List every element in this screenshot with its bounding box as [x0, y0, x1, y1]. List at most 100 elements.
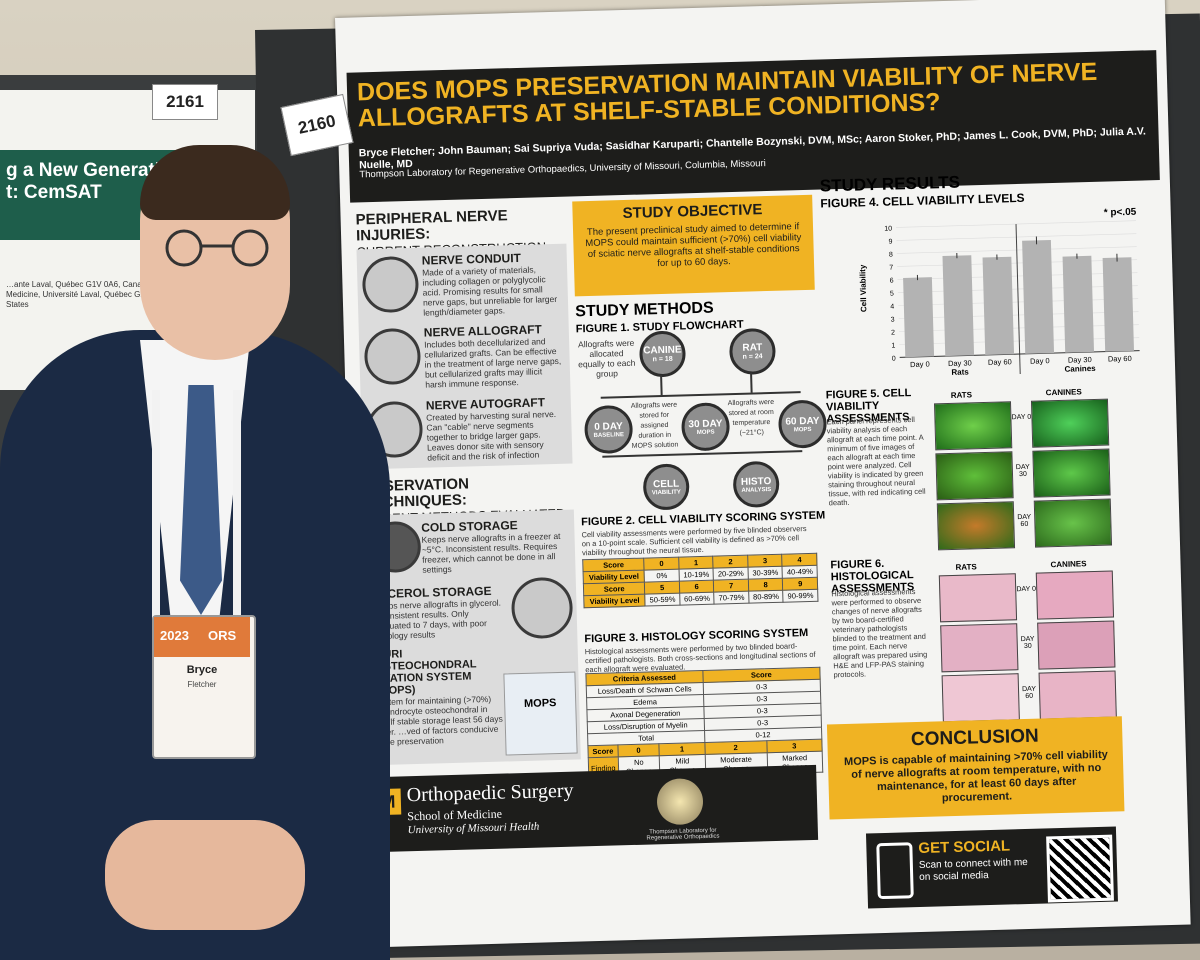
temperature-note: Allografts were stored at room temperatu… [727, 398, 775, 437]
y-tick-label: 6 [890, 278, 894, 285]
y-tick-label: 1 [891, 342, 895, 349]
figure5-text: Each panel represents cell viability ana… [826, 414, 926, 508]
badge-last-name: Fletcher [187, 680, 217, 689]
nerve-autograft-item: NERVE AUTOGRAFT Created by harvesting su… [425, 395, 557, 463]
glasses-icon [165, 229, 269, 267]
mops-container: MOPS [503, 671, 578, 756]
histology-rat-day60 [941, 673, 1020, 723]
nerve-conduit-item: NERVE CONDUIT Made of a variety of mater… [421, 250, 558, 318]
chart-grid [896, 220, 1140, 375]
mops-item: OURI OSTEOCHONDRAL RVATION SYSTEM (MOPS)… [374, 648, 503, 748]
figure2-text: Cell viability assessments were performe… [581, 524, 807, 558]
flow-connector [660, 375, 663, 396]
x-tick-label: Day 60 [1108, 354, 1132, 364]
figure6-text: Histological assessments were performed … [831, 587, 928, 680]
cell-viability-chart: 0 1 2 3 4 5 6 7 8 9 10 Day 0 Day 30 Day 60 Day 0 Day 30… [858, 207, 1140, 377]
left-poster-authors: …ante Laval, Québec G1V 0A6, Canada; olo… [6, 280, 242, 309]
histology-score-table: Criteria Assessed Score Loss/Death of Sc… [585, 667, 823, 780]
day-label: DAY 0 [1016, 585, 1037, 594]
y-tick-label: 8 [889, 252, 893, 259]
phone-icon [876, 842, 914, 900]
chart-bar [942, 255, 975, 357]
day-label: DAY 30 [1020, 635, 1035, 651]
rats-label: RATS [955, 562, 977, 572]
lanyard [152, 390, 160, 630]
badge-first-name: Bryce [186, 664, 218, 676]
stored-note: Allografts were stored for assigned dura… [630, 401, 679, 450]
glycerol-storage-item: LYCEROL STORAGE Keeps nerve allografts i… [372, 583, 502, 642]
chart-bar [982, 256, 1015, 355]
get-social-title: GET SOCIAL [918, 837, 1011, 858]
chart-bar [1102, 257, 1135, 352]
get-social-text: Scan to connect with me on social media [918, 856, 1028, 884]
presenter-hair [140, 145, 290, 220]
histo-analysis-node: HISTO ANALYSIS [732, 460, 780, 509]
micrograph-canine-day60 [1033, 498, 1113, 548]
cold-storage-item: COLD STORAGE Keeps nerve allografts in a… [421, 518, 561, 575]
micrograph-rat-day60 [936, 501, 1016, 551]
chart-labels: 0 1 2 3 4 5 6 7 8 9 10 Day 0 Day 30 Day 60 Day 0 Day 30… [884, 226, 1132, 377]
y-tick-label: 5 [890, 291, 894, 298]
x-tick-label: Day 30 [948, 358, 972, 368]
group-separator [1015, 224, 1021, 375]
rats-label: RATS [950, 390, 973, 400]
day-label: DAY 60 [1021, 685, 1037, 700]
y-tick-label: 7 [889, 265, 893, 272]
methods-title: STUDY METHODS [575, 299, 714, 321]
conclusion-text: MOPS is capable of maintaining >70% cell… [843, 748, 1108, 805]
histology-rat-day30 [940, 623, 1019, 673]
day-label: DAY 60 [1017, 513, 1032, 529]
chart-bar [1022, 239, 1055, 354]
y-tick-label: 10 [884, 226, 892, 233]
badge-org: ORS [208, 628, 237, 643]
significance-note: * p<.05 [1104, 207, 1137, 219]
y-tick-label: 4 [890, 303, 894, 310]
x-tick-label: Day 0 [1030, 356, 1050, 366]
objective-text: The present preclinical study aimed to d… [585, 221, 802, 270]
y-tick-label: 2 [891, 329, 895, 336]
badge-header [154, 617, 250, 657]
lanyard [233, 390, 241, 630]
footer-lab: Thompson Laboratory for Regenerative Ort… [646, 827, 720, 842]
chart-bar [903, 277, 935, 358]
histology-canine-day30 [1037, 620, 1116, 670]
x-tick-label: Day 60 [988, 357, 1012, 367]
rat-node: RAT n = 24 [728, 327, 777, 376]
histology-rat-day0 [938, 573, 1018, 623]
histology-canine-day60 [1038, 670, 1117, 720]
presenter-tie [180, 385, 222, 615]
micrograph-canine-day30 [1032, 448, 1111, 498]
chart-bar [1062, 255, 1095, 353]
day30-node: 30 DAY MOPS [680, 402, 731, 452]
micrograph-rat-day0 [933, 401, 1013, 451]
canine-node: CANINE n = 18 [638, 330, 687, 378]
research-poster: DOES MOPS PRESERVATION MAINTAIN VIABILIT… [335, 0, 1191, 948]
y-tick-label: 0 [892, 355, 896, 362]
viability-score-table: Score 0 1 2 3 4 Viability Level 0% 10-19… [582, 553, 818, 609]
day-label: DAY 0 [1011, 413, 1032, 422]
badge-year: 2023 [160, 628, 189, 643]
day60-node: 60 DAY MOPS [777, 399, 828, 449]
group-label: Canines [1064, 364, 1096, 374]
day-label: DAY 30 [1015, 463, 1030, 479]
left-poster-number-tag: 2161 [152, 84, 218, 120]
canines-label: CANINES [1045, 387, 1082, 398]
canines-label: CANINES [1050, 559, 1087, 570]
chart-ylabel: Cell Viability [858, 264, 868, 312]
qr-code-icon[interactable] [1046, 834, 1114, 903]
footer-department: Orthopaedic Surgery [406, 779, 574, 807]
y-tick-label: 3 [891, 316, 895, 323]
y-tick-label: 9 [888, 239, 892, 246]
x-tick-label: Day 30 [1068, 355, 1092, 365]
group-label: Rats [951, 367, 969, 376]
presenter-hands [105, 820, 305, 930]
nerve-allograft-item: NERVE ALLOGRAFT Includes both decellular… [423, 322, 562, 390]
x-tick-label: Day 0 [910, 360, 930, 370]
day0-node: 0 DAY BASELINE [583, 404, 634, 455]
micrograph-canine-day0 [1030, 398, 1110, 448]
chart-bars [903, 236, 1135, 358]
micrograph-rat-day30 [935, 451, 1014, 501]
cell-viability-node: CELL VIABILITY [642, 463, 690, 511]
histology-canine-day0 [1035, 570, 1115, 620]
allocation-note: Allografts were allocated equally to eac… [577, 337, 636, 379]
